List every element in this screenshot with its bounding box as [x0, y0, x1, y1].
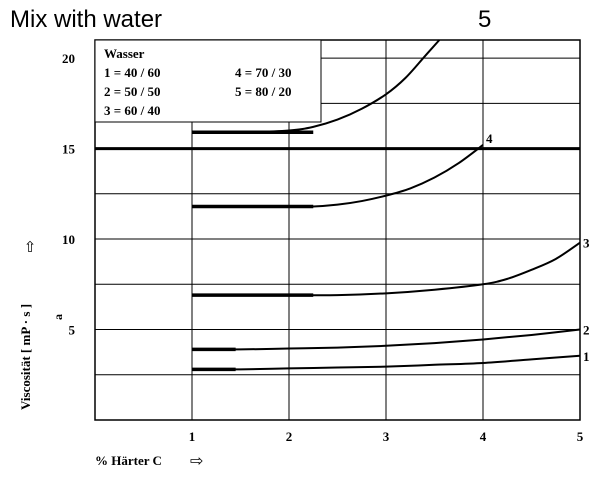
- plot-frame: [94, 39, 581, 421]
- series-line-4: [192, 144, 484, 208]
- caption-text: Mix with water: [10, 6, 163, 33]
- legend-title: Wasser: [104, 46, 145, 61]
- y-tick-label: 10: [62, 232, 75, 247]
- legend-entry-2: 2 = 50 / 50: [104, 84, 161, 99]
- y-axis-subscript: a: [51, 314, 65, 320]
- legend-entry-5: 5 = 80 / 20: [235, 84, 292, 99]
- series-layer: 1 2 3 4: [191, 39, 590, 372]
- series-label-3: 3: [583, 236, 590, 251]
- legend-box: [94, 39, 322, 123]
- series-line-1: [191, 354, 581, 371]
- x-tick-label: 4: [480, 429, 487, 444]
- y-tick-label: 5: [69, 323, 76, 338]
- legend-entry-1: 1 = 40 / 60: [104, 65, 161, 80]
- series-label-1: 1: [583, 349, 590, 364]
- series-line-2: [191, 328, 581, 351]
- header-number: 5: [478, 6, 492, 33]
- x-tick-label: 3: [383, 429, 390, 444]
- x-tick-label: 2: [286, 429, 293, 444]
- x-tick-label: 5: [577, 429, 584, 444]
- y-tick-label: 20: [62, 51, 75, 66]
- y-tick-label: 15: [62, 142, 76, 157]
- y-axis-label: Viscosität [ mP · s ]: [18, 304, 33, 410]
- series-label-2: 2: [583, 323, 590, 338]
- series-label-4: 4: [486, 131, 493, 146]
- x-tick-label: 1: [189, 429, 196, 444]
- legend-entry-4: 4 = 70 / 30: [235, 65, 292, 80]
- axes: 1 2 3 4 5 5 10 15 20: [62, 39, 584, 444]
- legend-entry-3: 3 = 60 / 40: [104, 103, 161, 118]
- legend: Wasser 1 = 40 / 60 4 = 70 / 30 2 = 50 / …: [94, 39, 322, 123]
- x-axis-arrow-icon: ⇨: [190, 451, 203, 470]
- axis-labels: % Härter C ⇨ Viscosität [ mP · s ] ⇧ a: [18, 238, 203, 470]
- y-axis-arrow-icon: ⇧: [24, 238, 37, 256]
- x-axis-label: % Härter C: [95, 453, 162, 468]
